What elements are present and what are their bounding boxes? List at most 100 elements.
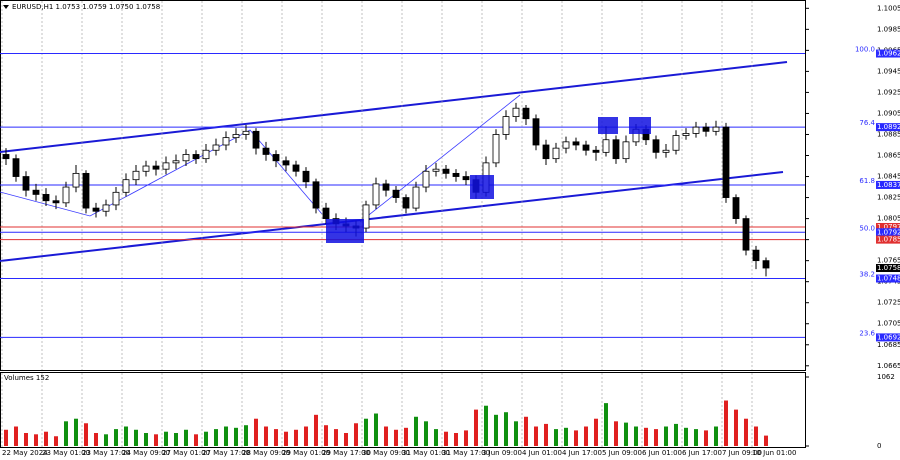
- level-tag: [876, 228, 900, 237]
- volume-bar: [104, 434, 108, 446]
- volume-panel: [0, 372, 806, 448]
- volume-bar: [344, 433, 348, 446]
- level-tag: [876, 223, 900, 232]
- volume-bar: [84, 423, 88, 446]
- candle-body: [202, 149, 210, 160]
- volume-bar: [654, 429, 658, 446]
- candle-body: [662, 149, 670, 153]
- volume-bar: [674, 423, 678, 446]
- candle-body: [82, 172, 90, 209]
- candle-body: [152, 165, 160, 170]
- x-tick-label: 4 Jun 17:00: [562, 449, 602, 457]
- level-tag: [876, 333, 900, 342]
- candle-body: [282, 160, 290, 166]
- volume-bar: [604, 403, 608, 446]
- x-tick-label: 3 Jun 09:00: [482, 449, 522, 457]
- candle-body: [272, 154, 280, 162]
- volume-bar: [114, 429, 118, 446]
- candle-body: [172, 160, 180, 164]
- volume-bar: [394, 429, 398, 446]
- x-tick-label: 27 May 17:00: [202, 449, 250, 457]
- candle-body: [572, 141, 580, 146]
- level-tag: [876, 49, 900, 58]
- candle-body: [462, 176, 470, 181]
- volume-bar: [234, 427, 238, 446]
- volume-bar: [704, 430, 708, 446]
- volume-bar: [34, 434, 38, 446]
- candle-body: [702, 126, 710, 132]
- volume-bar: [694, 429, 698, 446]
- candle-body: [652, 139, 660, 153]
- x-tick-label: 7 Jun 09:00: [722, 449, 762, 457]
- candle-body: [582, 144, 590, 151]
- x-tick-label: 24 May 09:00: [122, 449, 170, 457]
- candle-body: [422, 170, 430, 188]
- volume-bar: [734, 409, 738, 446]
- y-tick-label: 1.0725: [877, 299, 900, 307]
- level-label: 38.2: [859, 271, 875, 279]
- candle-body: [102, 204, 110, 212]
- level-tag-label: 1.0797: [877, 223, 900, 231]
- candle-body: [442, 168, 450, 174]
- volume-bar: [244, 425, 248, 446]
- volume-bar: [364, 418, 368, 446]
- volume-tick-label: 0: [877, 442, 881, 450]
- chart-title: EURUSD,H1 1.0753 1.0759 1.0750 1.0758: [12, 3, 160, 11]
- volume-bar: [484, 405, 488, 446]
- level-label: 61.8: [859, 177, 875, 185]
- candle-body: [52, 200, 60, 204]
- candle-body: [432, 168, 440, 172]
- volume-bar: [594, 418, 598, 446]
- candle-body: [72, 172, 80, 188]
- volume-bar: [634, 426, 638, 446]
- volume-bar: [124, 426, 128, 446]
- candle-body: [512, 107, 520, 118]
- volume-bar: [54, 436, 58, 446]
- level-tag-label: 1.0785: [877, 236, 900, 244]
- volume-bar: [254, 418, 258, 446]
- volume-bar: [544, 423, 548, 446]
- price-tag: [876, 264, 900, 273]
- candle-body: [192, 154, 200, 160]
- candle-body: [162, 162, 170, 170]
- volume-bar: [474, 409, 478, 446]
- volume-bar: [284, 431, 288, 446]
- symbol-menu-icon[interactable]: [3, 5, 9, 9]
- volume-bar: [144, 433, 148, 446]
- x-tick-label: 5 Jun 09:00: [602, 449, 642, 457]
- candle-body: [712, 126, 720, 132]
- volume-bar: [24, 433, 28, 446]
- x-tick-label: 22 May 2024: [2, 449, 48, 457]
- volume-bar: [554, 429, 558, 446]
- candle-body: [262, 147, 270, 155]
- candle-body: [242, 130, 250, 135]
- candle-body: [222, 137, 230, 146]
- level-label: 100.0: [855, 46, 875, 54]
- candle-body: [232, 134, 240, 139]
- candle-body: [742, 218, 750, 251]
- volume-bar: [64, 421, 68, 446]
- candle-body: [112, 191, 120, 206]
- volume-bar: [624, 422, 628, 446]
- volume-bar: [224, 426, 228, 446]
- y-tick-label: 1.0705: [877, 320, 900, 328]
- candle-body: [252, 130, 260, 149]
- level-label: 50.0: [859, 224, 875, 232]
- candle-body: [322, 207, 330, 219]
- candle-body: [302, 170, 310, 183]
- signal-boxes: [326, 117, 651, 243]
- volume-bar: [174, 433, 178, 446]
- price-panel: [0, 0, 806, 371]
- volume-bar: [414, 416, 418, 446]
- volume-bar: [384, 426, 388, 446]
- candle-body: [312, 181, 320, 209]
- candle-body: [142, 165, 150, 172]
- y-tick-label: 1.0885: [877, 130, 900, 138]
- candle-body: [372, 183, 380, 206]
- y-tick-label: 1.0925: [877, 88, 900, 96]
- volume-bar: [534, 426, 538, 446]
- volume-bar: [664, 426, 668, 446]
- volume-bar: [434, 429, 438, 446]
- volume-bar: [454, 433, 458, 446]
